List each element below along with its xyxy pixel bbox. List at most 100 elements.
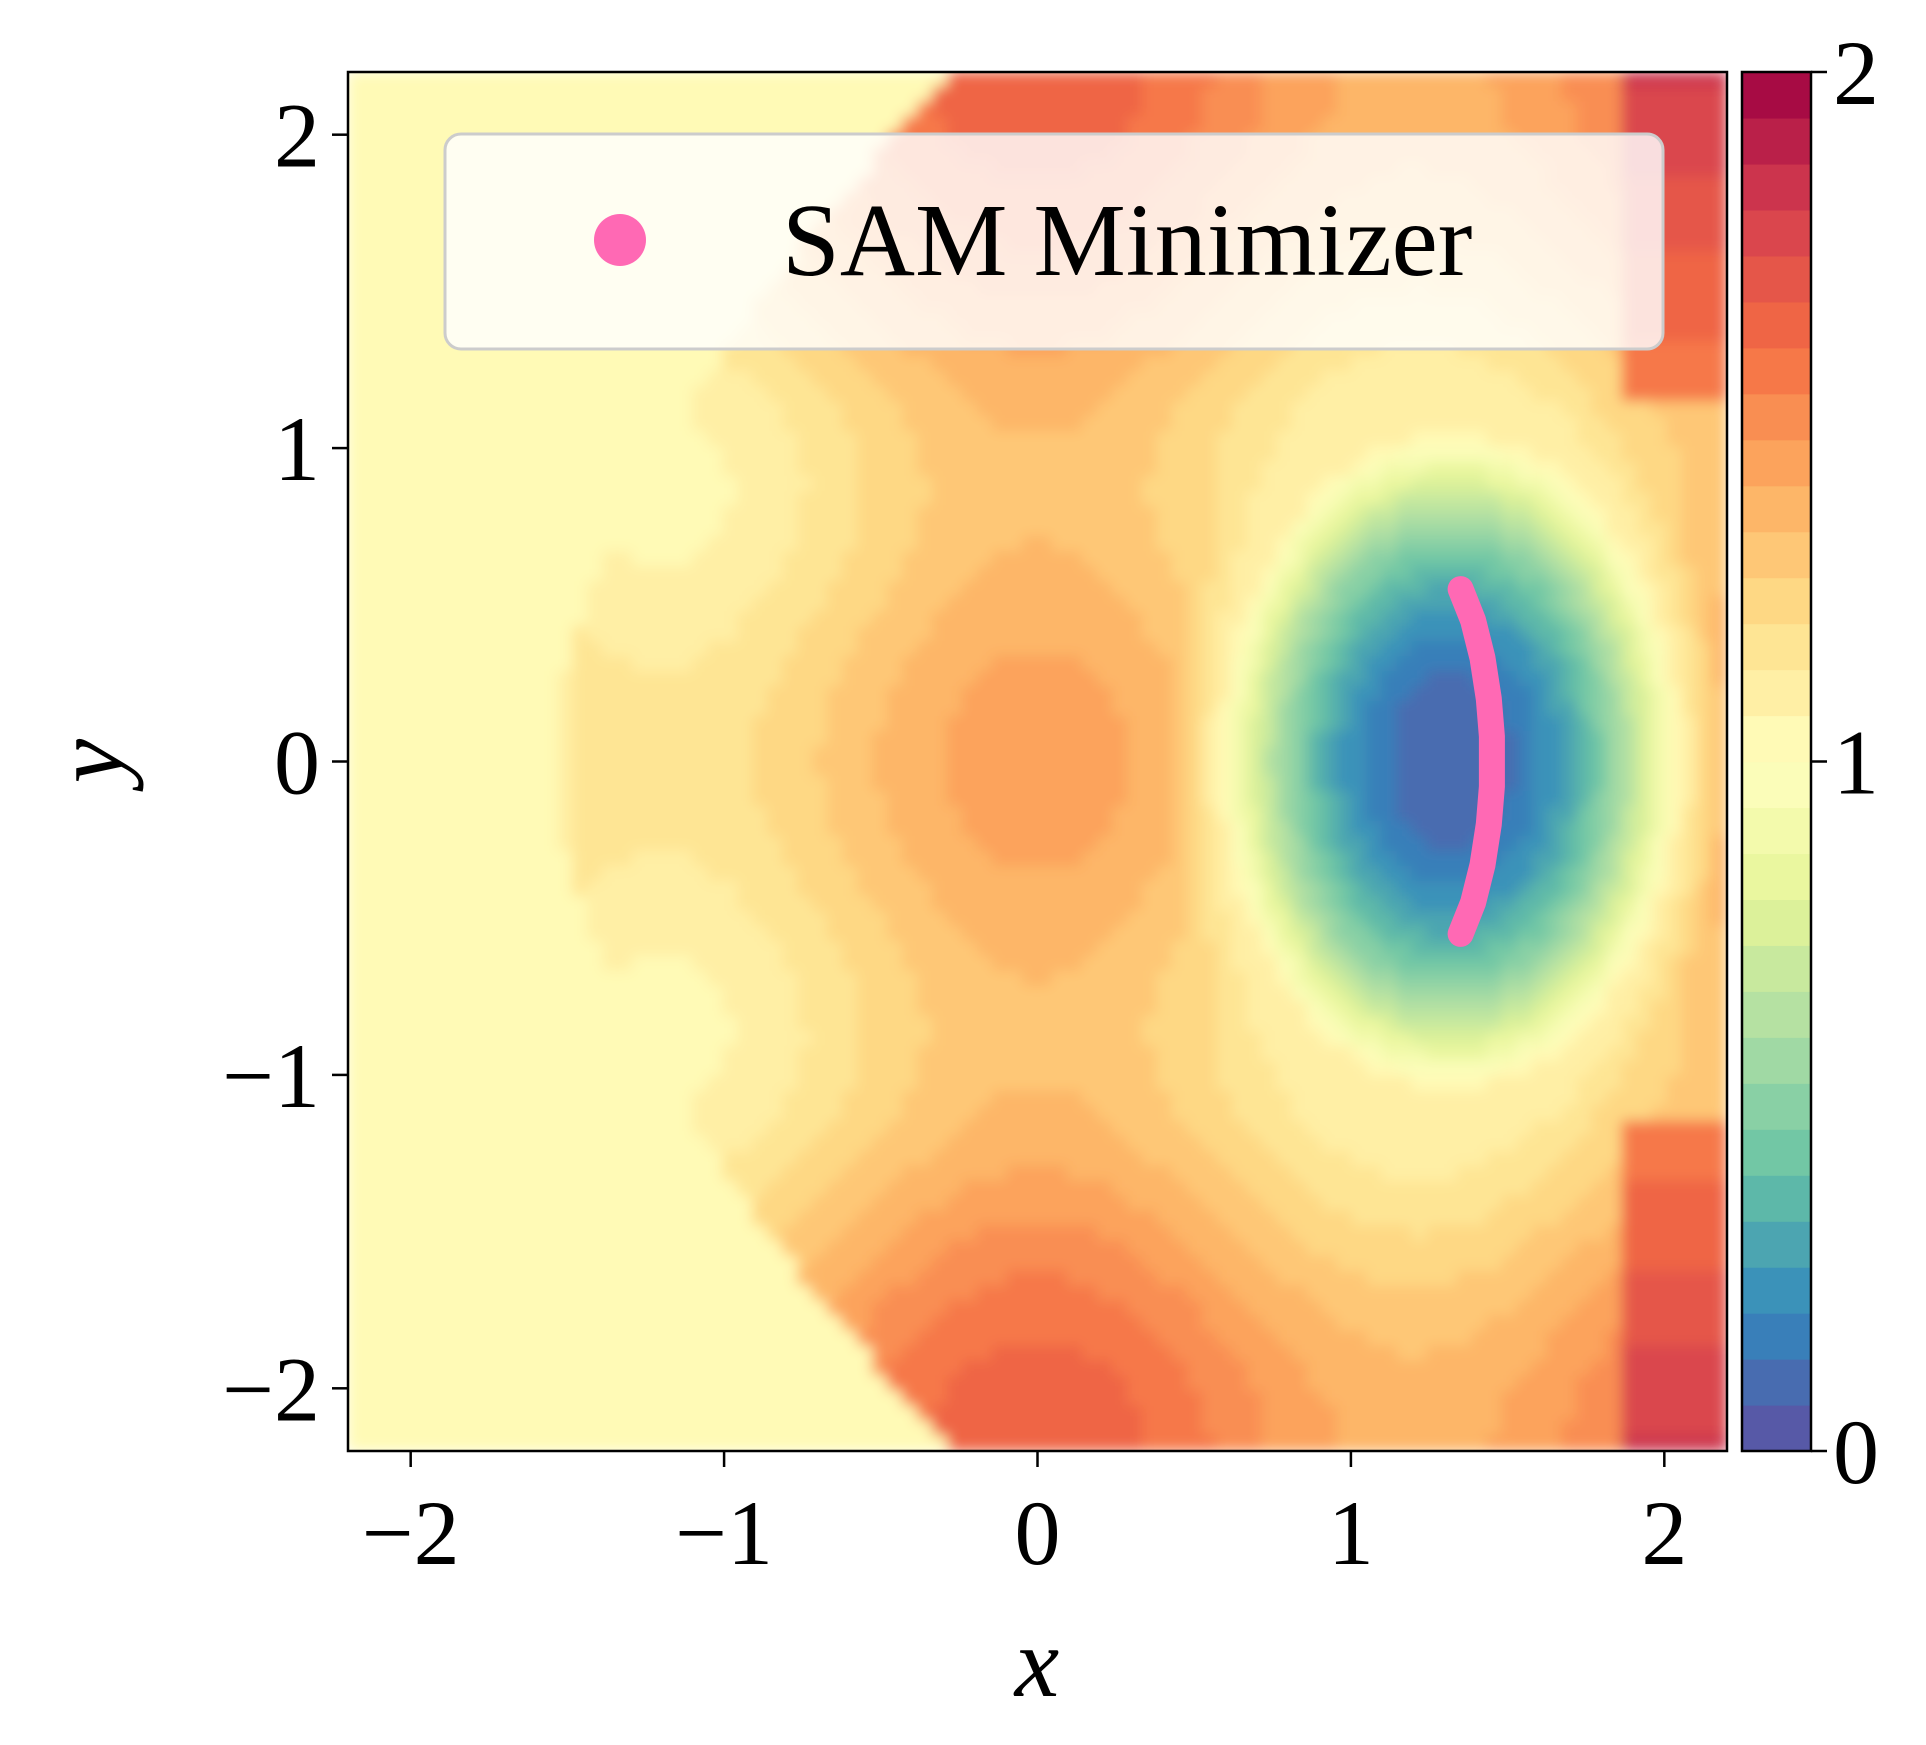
heatmap-cell	[572, 1420, 589, 1437]
heatmap-cell	[812, 446, 829, 463]
heatmap-cell	[587, 910, 604, 927]
heatmap-cell	[662, 521, 679, 538]
heatmap-cell	[467, 955, 484, 972]
heatmap-cell	[737, 611, 754, 628]
heatmap-cell	[527, 820, 544, 838]
heatmap-cell	[887, 850, 904, 868]
heatmap-cell	[991, 730, 1009, 748]
heatmap-cell	[362, 1075, 379, 1092]
heatmap-cell	[1096, 521, 1114, 538]
heatmap-cell	[797, 521, 814, 538]
heatmap-cell	[767, 536, 784, 553]
heatmap-cell	[946, 416, 964, 433]
heatmap-cell	[632, 685, 649, 703]
heatmap-cell	[961, 835, 979, 853]
heatmap-cell	[782, 566, 799, 583]
heatmap-cell	[1111, 386, 1129, 403]
heatmap-cell	[782, 1105, 799, 1122]
heatmap-cell	[752, 1105, 769, 1122]
heatmap-cell	[572, 775, 589, 793]
heatmap-cell	[991, 1285, 1009, 1302]
heatmap-cell	[587, 1210, 604, 1227]
heatmap-cell	[348, 1000, 364, 1017]
heatmap-cell	[991, 1045, 1009, 1062]
heatmap-cell	[602, 1165, 619, 1182]
heatmap-cell	[1111, 790, 1129, 808]
heatmap-cell	[348, 1315, 364, 1332]
heatmap-cell	[392, 566, 409, 583]
heatmap-cell	[842, 925, 859, 942]
heatmap-cell	[542, 101, 559, 118]
heatmap-cell	[991, 670, 1009, 688]
heatmap-cell	[1021, 506, 1039, 523]
heatmap-cell	[527, 1285, 544, 1302]
heatmap-cell	[542, 371, 559, 388]
heatmap-cell	[527, 596, 544, 613]
heatmap-cell	[1006, 820, 1024, 838]
heatmap-cell	[1096, 476, 1114, 493]
heatmap-cell	[812, 850, 829, 868]
heatmap-cell	[946, 506, 964, 523]
heatmap-cell	[931, 850, 949, 868]
heatmap-cell	[767, 1015, 784, 1032]
heatmap-cell	[737, 940, 754, 957]
heatmap-cell	[377, 491, 394, 508]
heatmap-cell	[437, 1120, 454, 1137]
heatmap-cell	[587, 1090, 604, 1107]
heatmap-cell	[557, 1435, 574, 1451]
heatmap-cell	[1096, 1000, 1114, 1017]
heatmap-cell	[467, 506, 484, 523]
heatmap-cell	[887, 835, 904, 853]
heatmap-cell	[1021, 86, 1039, 103]
heatmap-cell	[961, 401, 979, 418]
heatmap-cell	[407, 1090, 424, 1107]
heatmap-cell	[812, 461, 829, 478]
heatmap-cell	[392, 581, 409, 598]
heatmap-cell	[602, 910, 619, 927]
heatmap-cell	[902, 730, 919, 748]
heatmap-cell	[452, 446, 469, 463]
heatmap-cell	[662, 820, 679, 838]
heatmap-cell	[1111, 1240, 1129, 1257]
heatmap-cell	[842, 640, 859, 658]
heatmap-cell	[572, 745, 589, 763]
heatmap-cell	[452, 1045, 469, 1062]
heatmap-cell	[1066, 386, 1084, 403]
heatmap-cell	[362, 596, 379, 613]
heatmap-cell	[961, 1120, 979, 1137]
heatmap-cell	[1051, 1090, 1069, 1107]
heatmap-cell	[1021, 700, 1039, 718]
heatmap-cell	[407, 910, 424, 927]
heatmap-cell	[752, 1240, 769, 1257]
heatmap-cell	[1081, 1435, 1099, 1451]
heatmap-cell	[1066, 1030, 1084, 1047]
heatmap-cell	[348, 1435, 364, 1451]
heatmap-cell	[887, 1405, 904, 1422]
heatmap-cell	[737, 476, 754, 493]
heatmap-cell	[812, 1210, 829, 1227]
heatmap-cell	[842, 371, 859, 388]
heatmap-cell	[1111, 1045, 1129, 1062]
heatmap-cell	[1126, 835, 1144, 853]
heatmap-cell	[437, 86, 454, 103]
heatmap-cell	[752, 1285, 769, 1302]
heatmap-cell	[377, 536, 394, 553]
heatmap-cell	[1051, 1360, 1069, 1377]
heatmap-cell	[916, 1195, 934, 1212]
heatmap-cell	[902, 1210, 919, 1227]
heatmap-cell	[887, 1000, 904, 1017]
heatmap-cell	[991, 416, 1009, 433]
heatmap-cell	[527, 1060, 544, 1077]
heatmap-cell	[946, 476, 964, 493]
heatmap-cell	[1126, 386, 1144, 403]
heatmap-cell	[1126, 700, 1144, 718]
heatmap-cell	[587, 461, 604, 478]
heatmap-cell	[617, 895, 634, 912]
heatmap-cell	[422, 745, 439, 763]
heatmap-cell	[872, 521, 889, 538]
heatmap-cell	[1006, 685, 1024, 703]
heatmap-cell	[527, 1120, 544, 1137]
heatmap-cell	[872, 1225, 889, 1242]
heatmap-cell	[1111, 1405, 1129, 1422]
heatmap-cell	[961, 1330, 979, 1347]
